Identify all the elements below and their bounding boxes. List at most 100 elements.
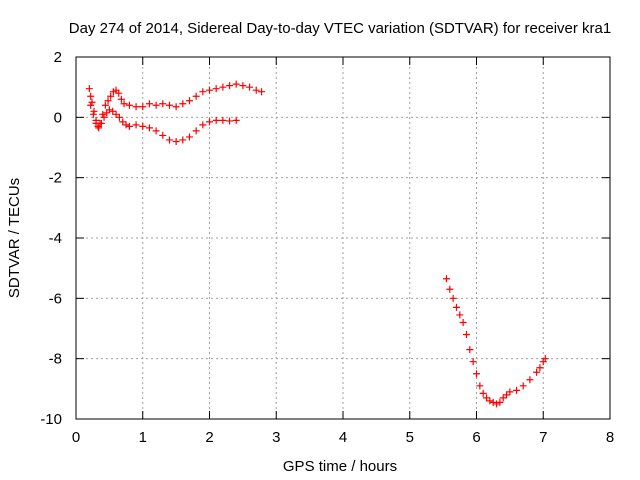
data-point [99, 110, 107, 118]
data-point [206, 118, 213, 126]
data-point [125, 101, 133, 109]
x-tick-label: 6 [472, 429, 480, 446]
data-point [120, 100, 128, 108]
data-point [239, 82, 247, 90]
data-point [489, 398, 497, 406]
data-point [473, 370, 480, 378]
x-tick-label: 1 [139, 429, 147, 446]
data-point [493, 400, 501, 408]
data-point [104, 97, 112, 105]
data-point [87, 92, 95, 100]
data-point [152, 101, 160, 109]
data-point [85, 85, 93, 93]
data-point [88, 98, 96, 106]
data-series [87, 101, 240, 145]
data-point [541, 355, 549, 363]
data-point [456, 311, 464, 319]
data-point [139, 122, 147, 130]
data-point [179, 100, 187, 108]
data-point [219, 116, 227, 124]
data-point [476, 382, 484, 390]
y-tick-label: -2 [49, 170, 62, 187]
data-point [442, 275, 450, 283]
data-point [105, 106, 113, 114]
data-point [469, 358, 477, 366]
data-point [185, 133, 193, 141]
data-point [109, 107, 117, 115]
data-point [452, 303, 460, 311]
data-point [519, 382, 527, 390]
data-point [526, 376, 534, 384]
data-point [486, 397, 494, 405]
plot-frame [75, 56, 611, 420]
data-point [139, 103, 147, 111]
data-point [459, 318, 467, 326]
chart-title: Day 274 of 2014, Sidereal Day-to-day VTE… [69, 20, 611, 37]
x-tick-label: 2 [205, 429, 213, 446]
grid [76, 57, 610, 419]
data-point [199, 121, 207, 129]
x-axis-label: GPS time / hours [283, 458, 397, 475]
data-point [192, 127, 200, 135]
data-point [145, 124, 153, 132]
data-point [152, 127, 160, 135]
y-tick-label: -6 [49, 290, 62, 307]
y-tick-label: 2 [54, 49, 62, 66]
data-point [89, 110, 97, 118]
data-point [132, 121, 140, 129]
y-tick-label: -4 [49, 230, 62, 247]
y-axis-label: SDTVAR / TECUs [6, 178, 23, 298]
data-point [206, 86, 213, 94]
data-point [179, 136, 187, 144]
data-point [513, 386, 521, 394]
y-tick-label: -8 [49, 351, 62, 368]
data-point [145, 100, 153, 108]
data-point [219, 83, 227, 91]
data-point [100, 113, 108, 121]
data-point [506, 388, 514, 396]
data-point [97, 119, 105, 127]
data-point [119, 118, 127, 126]
data-series [442, 275, 549, 408]
data-point [232, 116, 240, 124]
x-tick-label: 7 [539, 429, 547, 446]
data-point [95, 124, 103, 132]
x-tick-label: 5 [406, 429, 414, 446]
x-tick-label: 4 [339, 429, 347, 446]
y-tick-label: -10 [40, 411, 62, 428]
data-point [246, 83, 254, 91]
data-point [496, 398, 504, 406]
data-point [87, 101, 95, 109]
data-point [117, 95, 125, 103]
data-points [85, 80, 549, 408]
data-point [503, 391, 511, 399]
data-point [192, 92, 200, 100]
data-point [258, 88, 266, 96]
data-point [449, 294, 457, 302]
data-point [90, 107, 98, 115]
data-point [107, 92, 115, 100]
data-point [232, 80, 240, 88]
data-point [125, 122, 133, 130]
data-point [252, 86, 260, 94]
data-point [165, 101, 173, 109]
data-point [483, 394, 491, 402]
data-series [85, 80, 266, 130]
data-point [185, 97, 193, 105]
axis-ticks: 0 1 2 3 4 5 6 7 8 2 0 -2 -4 -6 -8 -10 [40, 49, 614, 446]
data-point [226, 117, 234, 125]
data-point [101, 101, 109, 109]
x-tick-label: 8 [606, 429, 614, 446]
data-point [159, 100, 167, 108]
x-tick-label: 0 [72, 429, 80, 446]
data-point [165, 136, 173, 144]
data-point [172, 103, 180, 111]
data-point [132, 103, 140, 111]
data-point [212, 85, 220, 93]
data-point [499, 394, 507, 402]
data-point [536, 364, 544, 372]
data-point [446, 285, 454, 293]
x-tick-label: 3 [272, 429, 280, 446]
